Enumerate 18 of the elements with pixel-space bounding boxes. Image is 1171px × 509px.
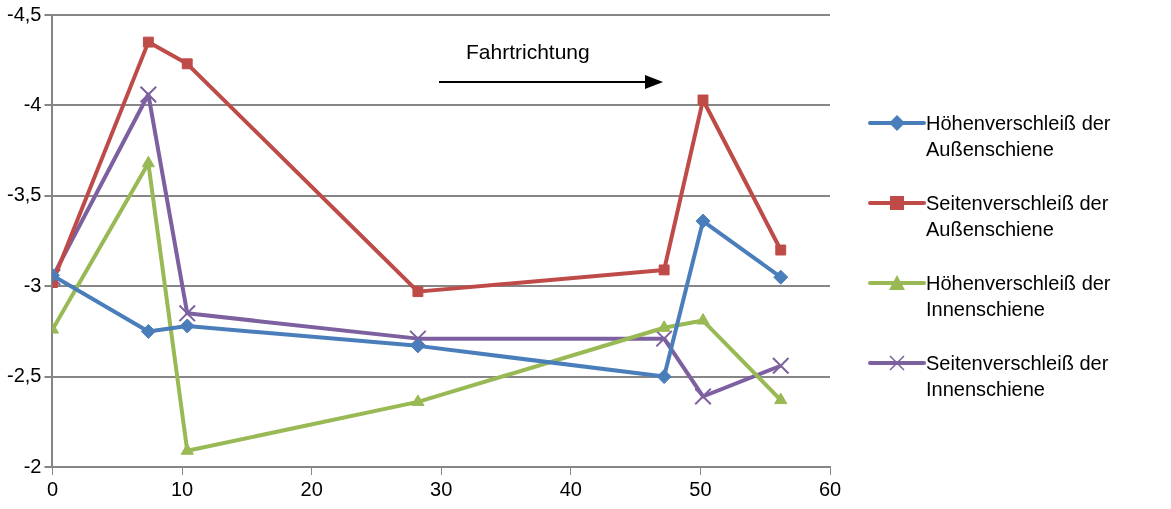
x-tick-label: 40 [559,477,582,500]
x-tick-label: 60 [818,477,842,500]
legend-label: Seitenverschleiß der Außenschiene [926,191,1110,242]
y-tick-label: -3,5 [6,183,42,206]
x-tick-label: 20 [300,477,323,500]
x-tick-label: 30 [430,477,453,500]
legend-label: Seitenverschleiß der Innenschiene [926,351,1110,402]
x-tick-label: 10 [170,477,194,500]
y-tick-label: -2,5 [6,364,42,387]
annotation: Fahrtrichtung [466,40,590,64]
x-tick-label: 50 [689,477,712,500]
legend-label: Höhenverschleiß der Innenschiene [926,271,1112,322]
y-tick-label: -4 [23,92,42,115]
y-tick-label: -4,5 [6,2,42,25]
legend-label: Höhenverschleiß der Außenschiene [926,111,1112,162]
y-tick-label: -3 [23,273,42,296]
x-tick-label: 0 [46,477,59,500]
y-tick-label: -2 [23,454,42,477]
